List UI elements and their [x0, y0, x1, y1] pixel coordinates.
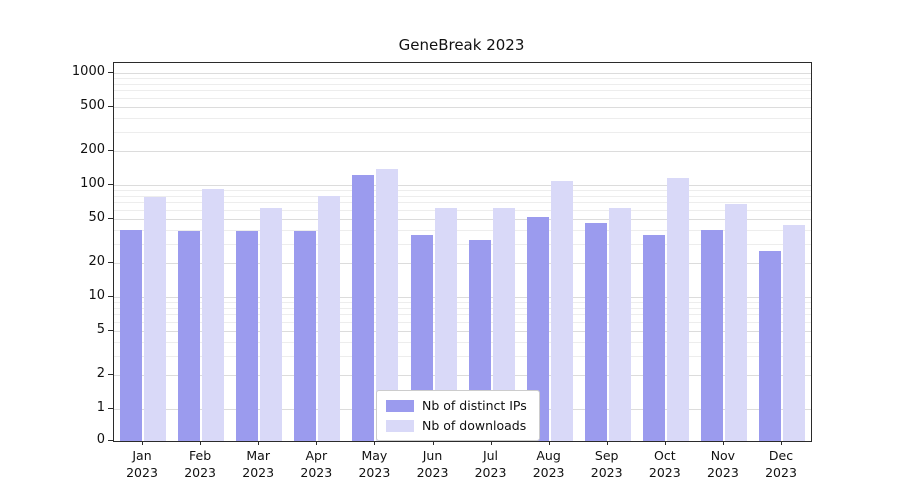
bar-downloads	[376, 168, 399, 441]
bar-downloads	[608, 207, 631, 441]
y-tick-label: 1000	[71, 64, 105, 79]
legend-swatch-downloads	[386, 419, 414, 432]
bar-distinct-ips	[526, 216, 549, 441]
x-tick-label: Jan 2023	[126, 448, 158, 480]
gridline	[114, 78, 811, 80]
y-tick-label: 50	[88, 209, 105, 225]
x-tick-label: Nov 2023	[706, 448, 739, 480]
legend-label-downloads: Nb of downloads	[422, 418, 527, 433]
x-tick-label: May 2023	[358, 448, 391, 480]
gridline	[114, 97, 811, 99]
bar-distinct-ips	[759, 250, 781, 441]
x-tick-label: Feb 2023	[184, 448, 216, 480]
bar-distinct-ips	[178, 230, 201, 441]
legend: Nb of distinct IPs Nb of downloads	[376, 390, 540, 441]
bar-distinct-ips	[236, 230, 259, 441]
legend-swatch-distinct-ips	[386, 399, 414, 412]
y-tick-mark	[108, 72, 113, 73]
bar-downloads	[144, 197, 166, 441]
y-tick-label: 100	[80, 176, 105, 191]
x-tick-mark	[374, 441, 376, 445]
bar-distinct-ips	[700, 229, 723, 441]
y-tick-label: 200	[80, 142, 105, 158]
y-tick-mark	[108, 184, 113, 185]
x-tick-mark	[316, 441, 318, 445]
gridline	[114, 131, 811, 133]
x-tick-label: Oct 2023	[648, 448, 681, 480]
bar-downloads	[492, 208, 515, 441]
bar-downloads	[318, 195, 341, 441]
chart-title: GeneBreak 2023	[398, 36, 525, 54]
y-tick-mark	[108, 296, 113, 297]
y-tick-label: 500	[80, 97, 105, 113]
bar-downloads	[550, 181, 573, 441]
y-tick-mark	[108, 217, 113, 219]
y-tick-label: 2	[96, 366, 105, 382]
legend-item-distinct-ips: Nb of distinct IPs	[386, 398, 527, 413]
bar-downloads	[783, 224, 805, 441]
gridline	[114, 83, 811, 85]
bar-downloads	[434, 208, 457, 441]
y-tick-mark	[108, 262, 113, 264]
bar-downloads	[666, 178, 689, 441]
gridline	[114, 73, 811, 74]
bar-downloads	[724, 203, 747, 441]
y-tick-mark	[108, 150, 113, 152]
bar-distinct-ips	[410, 234, 433, 441]
bar-downloads	[260, 207, 283, 441]
x-tick-mark	[548, 441, 550, 445]
y-tick-mark	[108, 374, 113, 376]
x-tick-mark	[781, 441, 782, 445]
gridline	[114, 106, 811, 108]
x-tick-mark	[606, 441, 608, 445]
bar-downloads	[202, 188, 225, 441]
x-tick-label: Mar 2023	[242, 448, 275, 480]
gridline	[114, 151, 811, 153]
x-tick-mark	[200, 441, 202, 445]
y-tick-label: 10	[88, 288, 105, 303]
y-tick-label: 1	[96, 400, 105, 415]
x-tick-mark	[258, 441, 260, 445]
bar-distinct-ips	[584, 222, 607, 441]
x-tick-label: Jun 2023	[416, 448, 449, 480]
y-tick-label: 20	[88, 254, 105, 270]
x-tick-mark	[664, 441, 666, 445]
y-tick-mark	[108, 440, 113, 441]
y-tick-label: 0	[96, 432, 105, 447]
y-tick-label: 5	[96, 321, 105, 337]
y-tick-mark	[108, 408, 113, 409]
gridline	[114, 185, 811, 186]
legend-item-downloads: Nb of downloads	[386, 418, 527, 433]
bar-distinct-ips	[352, 175, 375, 441]
gridline	[114, 90, 811, 92]
x-tick-mark	[490, 441, 492, 445]
gridline	[114, 117, 811, 119]
x-tick-mark	[722, 441, 724, 445]
y-tick-mark	[108, 105, 113, 107]
y-tick-mark	[108, 329, 113, 331]
bar-distinct-ips	[294, 230, 317, 441]
x-tick-label: Jul 2023	[474, 448, 507, 480]
x-tick-label: Dec 2023	[765, 448, 797, 480]
x-tick-mark	[142, 441, 143, 445]
legend-label-distinct-ips: Nb of distinct IPs	[422, 398, 527, 413]
x-tick-label: Sep 2023	[590, 448, 623, 480]
plot-area: Nb of distinct IPs Nb of downloads	[113, 62, 812, 442]
x-tick-label: Apr 2023	[300, 448, 333, 480]
x-tick-mark	[432, 441, 434, 445]
bar-distinct-ips	[642, 234, 665, 441]
bar-distinct-ips	[120, 229, 142, 441]
x-tick-label: Aug 2023	[532, 448, 565, 480]
